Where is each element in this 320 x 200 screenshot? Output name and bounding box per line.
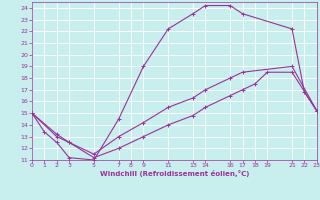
X-axis label: Windchill (Refroidissement éolien,°C): Windchill (Refroidissement éolien,°C) [100,170,249,177]
